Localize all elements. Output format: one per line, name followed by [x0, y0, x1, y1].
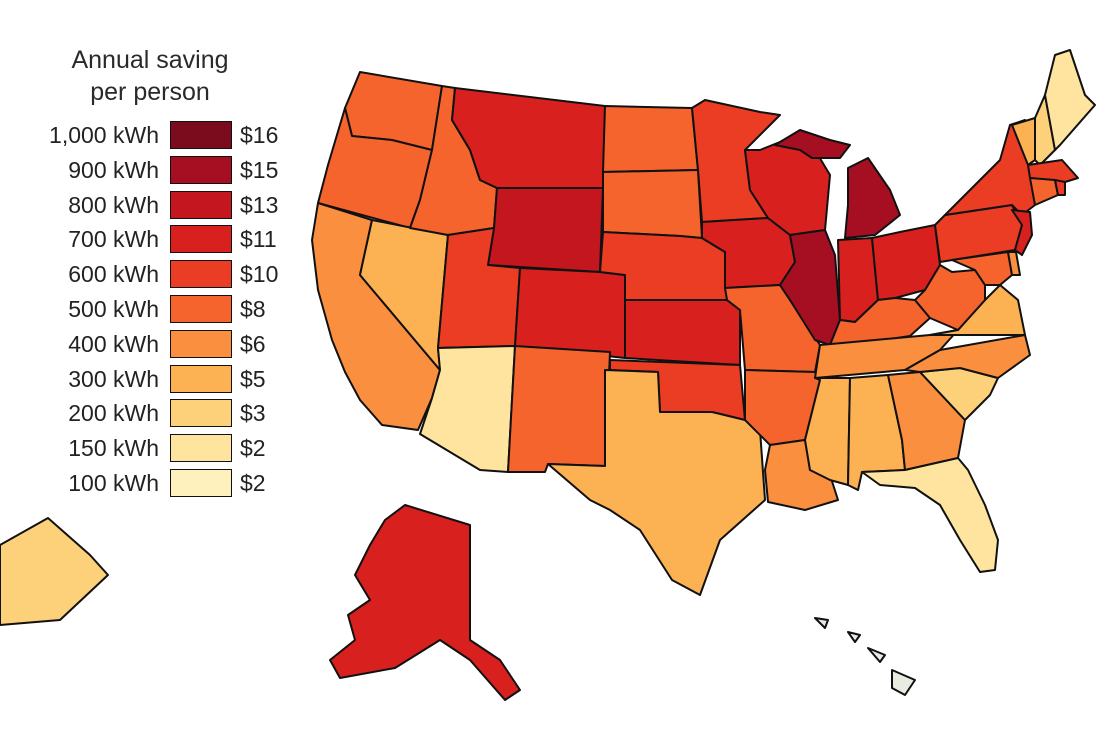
state-delaware[interactable]	[1007, 251, 1021, 276]
legend-color-swatch	[170, 225, 232, 254]
state-rhode-island[interactable]	[1054, 179, 1066, 196]
state-north-dakota[interactable]	[602, 105, 699, 173]
state-texas[interactable]	[547, 369, 766, 596]
state-maine[interactable]	[1044, 49, 1096, 151]
state-illinois[interactable]	[779, 229, 841, 346]
state-new-mexico[interactable]	[507, 345, 611, 473]
legend-usd-label: $10	[240, 261, 279, 288]
legend-color-swatch	[170, 295, 232, 323]
legend-kwh-label: 200 kWh	[68, 400, 159, 427]
legend-usd-label: $16	[240, 122, 279, 148]
legend-kwh-label: 600 kWh	[68, 261, 159, 288]
legend-color-swatch	[170, 469, 232, 497]
legend-kwh-label: 700 kWh	[68, 226, 159, 253]
state-colorado[interactable]	[514, 267, 626, 359]
legend-kwh-label: 900 kWh	[68, 156, 159, 183]
state-hawaii[interactable]	[814, 617, 916, 696]
state-alaska[interactable]	[329, 504, 521, 701]
state-kansas[interactable]	[624, 299, 741, 366]
legend-kwh-label: 100 kWh	[68, 470, 159, 496]
legend-kwh-label: 800 kWh	[68, 191, 159, 218]
state-florida[interactable]	[861, 457, 999, 573]
legend-color-swatch	[170, 329, 232, 358]
legend-title-line-2: per person	[90, 78, 210, 106]
legend-usd-label: $3	[240, 400, 266, 427]
state-west-virginia[interactable]	[914, 264, 986, 331]
legend-kwh-label: 300 kWh	[68, 365, 159, 392]
legend-usd-label: $13	[240, 191, 279, 218]
legend-title-line-1: Annual saving	[71, 46, 229, 74]
legend-kwh-label: 1,000 kWh	[49, 122, 159, 148]
legend-usd-label: $8	[240, 296, 266, 322]
state-connecticut[interactable]	[1029, 177, 1059, 206]
legend-kwh-label: 500 kWh	[68, 296, 159, 322]
state-north-carolina[interactable]	[904, 334, 1031, 379]
legend-usd-label: $2	[240, 435, 266, 462]
territory-puerto-rico[interactable]	[0, 517, 109, 626]
legend-color-swatch	[170, 364, 232, 393]
legend-usd-label: $6	[240, 330, 266, 357]
state-south-dakota[interactable]	[602, 169, 703, 239]
legend-title: Annual saving per person	[40, 44, 260, 108]
legend-kwh-label: 400 kWh	[68, 330, 159, 357]
legend-usd-label: $15	[240, 156, 279, 183]
state-massachusetts[interactable]	[1027, 159, 1079, 183]
legend-color-swatch	[170, 190, 232, 219]
legend-usd-label: $11	[240, 226, 277, 253]
state-new-jersey[interactable]	[1011, 209, 1033, 256]
legend-usd-label: $5	[240, 365, 266, 392]
state-michigan[interactable]	[774, 129, 901, 239]
legend-kwh-label: 150 kWh	[68, 435, 159, 462]
legend-usd-label: $2	[240, 470, 266, 496]
legend-color-swatch	[170, 434, 232, 463]
state-wyoming[interactable]	[487, 187, 604, 273]
legend-color-swatch	[170, 399, 232, 428]
legend-color-swatch	[170, 155, 232, 184]
legend-color-swatch	[170, 260, 232, 289]
state-new-hampshire[interactable]	[1034, 94, 1056, 166]
legend-color-swatch	[170, 121, 232, 149]
